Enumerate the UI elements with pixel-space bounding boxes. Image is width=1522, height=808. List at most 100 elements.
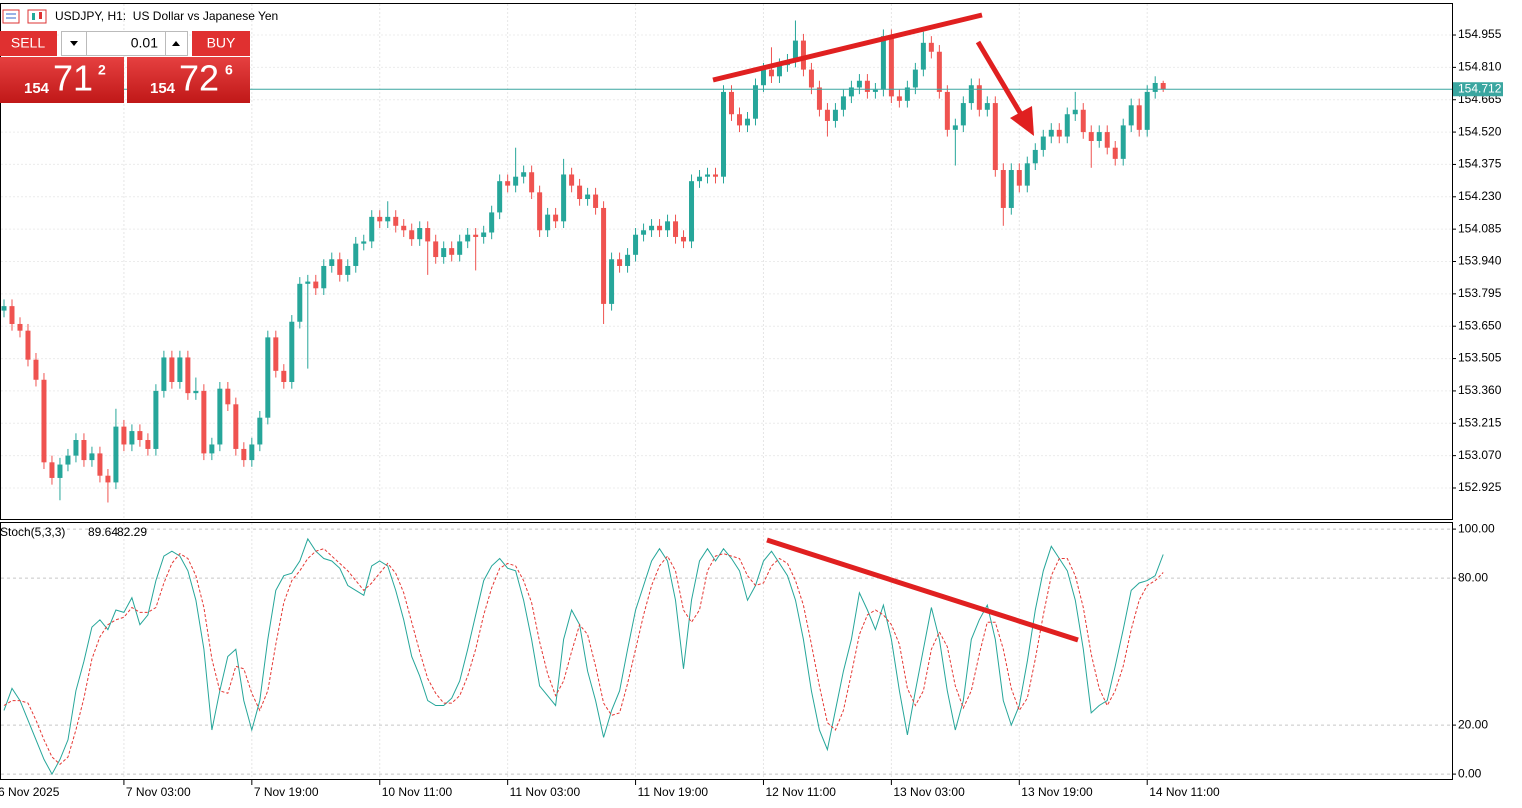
candle-body — [73, 440, 79, 456]
candle-body — [689, 181, 695, 242]
sell-price-big: 154 — [24, 80, 50, 97]
candle-body — [776, 65, 782, 77]
icon-list[interactable] — [2, 9, 20, 24]
volume-up[interactable] — [172, 41, 180, 46]
volume-value: 0.01 — [131, 35, 158, 51]
candle-body — [1000, 170, 1006, 208]
y-tick-label: 153.070 — [1458, 448, 1502, 462]
candle-body — [401, 225, 407, 231]
candle-body — [984, 103, 990, 110]
sub-frame — [0, 522, 1453, 780]
candle-body — [393, 216, 399, 226]
candle-body — [896, 96, 902, 101]
candle-body — [1008, 170, 1014, 208]
volume-down[interactable] — [70, 41, 78, 46]
arrow-shaft — [975, 40, 1025, 118]
candle-body — [185, 357, 191, 394]
candle-body — [1016, 170, 1022, 186]
candle-body — [633, 234, 639, 255]
candle-body — [872, 89, 878, 92]
candle-body — [928, 42, 934, 52]
candle-body — [337, 259, 343, 275]
candle-body — [513, 176, 519, 186]
candle-body — [433, 241, 439, 258]
candle-body — [960, 103, 966, 126]
y-tick-label: 153.940 — [1458, 254, 1502, 268]
buy-price-box[interactable] — [127, 57, 250, 103]
stoch-line — [3, 537, 1164, 776]
candle-body — [305, 281, 311, 284]
volume-box[interactable] — [61, 31, 188, 56]
candle-body — [673, 221, 679, 237]
candle-body — [465, 234, 471, 242]
sell-label: SELL — [11, 35, 45, 51]
candle-body — [353, 243, 359, 266]
candle-body — [425, 228, 431, 242]
candle-body — [321, 265, 327, 289]
icon-candles[interactable] — [27, 9, 47, 24]
indicator-name: Stoch(5,3,3) — [0, 525, 65, 539]
candle-body — [505, 181, 511, 186]
price-tag — [1453, 82, 1503, 97]
x-tick-label: 10 Nov 11:00 — [382, 785, 453, 799]
candle-body — [752, 85, 758, 119]
candle-body — [864, 80, 870, 92]
sell-button[interactable] — [0, 31, 57, 56]
candle-body — [481, 232, 487, 237]
candle-body — [409, 230, 415, 240]
y-tick-label: 0.00 — [1458, 766, 1482, 780]
trend-line — [712, 12, 983, 83]
y-tick-label: 154.955 — [1458, 27, 1502, 41]
candle-body — [569, 174, 575, 186]
sell-price-main: 71 — [53, 58, 93, 99]
y-tick-label: 152.925 — [1458, 480, 1502, 494]
candle-body — [721, 91, 727, 177]
candle-body — [601, 207, 607, 304]
x-tick-label: 7 Nov 03:00 — [126, 785, 191, 799]
candle-body — [121, 426, 127, 445]
candle-body — [81, 440, 87, 461]
candle-body — [657, 225, 663, 231]
candle-body — [65, 455, 71, 465]
candle-body — [257, 417, 263, 445]
candle-body — [153, 390, 159, 449]
candle-body — [49, 462, 55, 478]
candle-body — [297, 283, 303, 322]
candle-body — [201, 390, 207, 454]
candle-body — [992, 103, 998, 171]
y-tick-label: 153.795 — [1458, 286, 1502, 300]
candle-body — [1056, 129, 1062, 137]
candle-body — [976, 85, 982, 110]
candle-body — [641, 230, 647, 235]
candle-body — [1104, 132, 1110, 148]
candle-body — [888, 36, 894, 97]
candle-body — [840, 96, 846, 110]
candle-body — [385, 216, 391, 222]
candle-body — [177, 357, 183, 382]
x-tick-label: 13 Nov 03:00 — [893, 785, 965, 799]
candle-body — [577, 185, 583, 200]
candle-body — [129, 431, 135, 445]
candle-body — [97, 453, 103, 476]
candle-body — [1112, 147, 1118, 159]
candle-body — [609, 259, 615, 304]
candle-body — [1072, 109, 1078, 115]
candle-body — [169, 357, 175, 382]
buy-price-main: 72 — [179, 58, 219, 99]
candle-body — [1128, 105, 1134, 126]
candle-body — [912, 69, 918, 88]
candle-body — [33, 359, 39, 380]
x-tick-label: 11 Nov 19:00 — [638, 785, 709, 799]
candle-body — [1064, 114, 1070, 137]
candle-body — [89, 453, 95, 461]
buy-button[interactable] — [192, 31, 250, 56]
candle-body — [944, 91, 950, 130]
candle-body — [489, 212, 495, 233]
candle-body — [41, 379, 47, 463]
sell-price-box[interactable] — [0, 57, 124, 103]
candle-body — [457, 241, 463, 255]
candle-body — [617, 259, 623, 266]
candle-body — [249, 444, 255, 461]
